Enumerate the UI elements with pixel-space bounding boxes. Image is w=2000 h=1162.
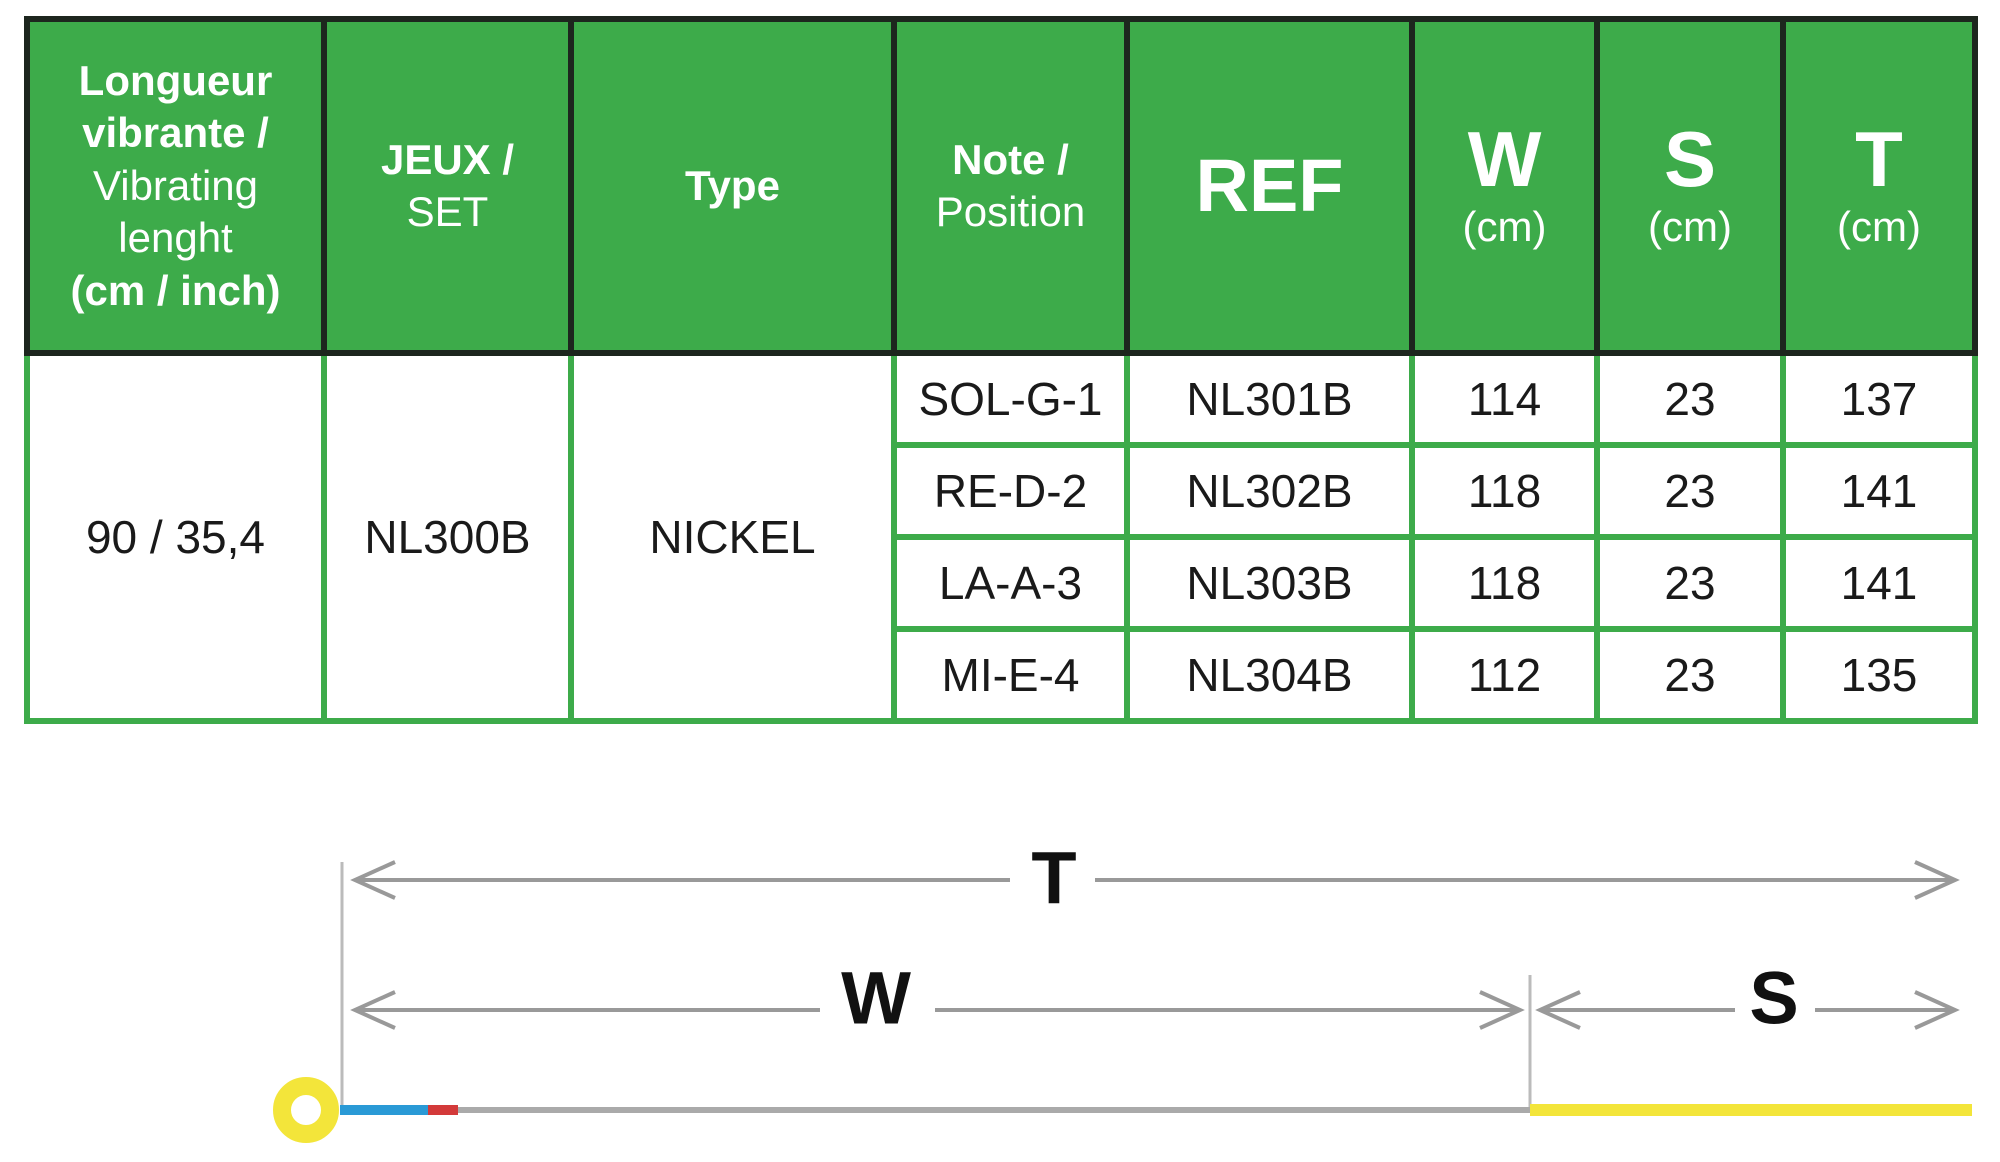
header-text: (cm)	[1462, 202, 1547, 250]
s-cell: 23	[1594, 442, 1786, 540]
header-cell: T (cm)	[1780, 16, 1978, 356]
header-text: Note /	[952, 135, 1069, 183]
guides	[340, 862, 1532, 1110]
ref-cell: NL301B	[1124, 350, 1415, 448]
table-row: RE-D-2 NL302B 118 23 141	[27, 442, 1978, 540]
header-row: Longueur vibrante / Vibrating lenght (cm /…	[24, 16, 1978, 356]
table-body: 90 / 35,4 NL300B NICKEL SOL-G-1 NL301B 1…	[24, 350, 1978, 724]
header-cell: REF	[1124, 16, 1415, 356]
arrow-head	[1479, 990, 1525, 1030]
ref-cell: NL302B	[1124, 442, 1415, 540]
note-cell: MI-E-4	[891, 626, 1130, 724]
t-cell: 141	[1780, 534, 1978, 632]
table-header: Longueur vibrante / Vibrating lenght (cm /…	[24, 16, 1978, 356]
header-cell: W (cm)	[1409, 16, 1600, 356]
ball-end	[273, 1077, 339, 1143]
arrow-head	[1914, 990, 1960, 1030]
ref-cell: NL304B	[1124, 626, 1415, 724]
header-text: REF	[1195, 143, 1344, 227]
t-cell: 141	[1780, 442, 1978, 540]
header-text: Position	[935, 188, 1086, 235]
type-cell: NICKEL	[568, 350, 897, 724]
note-cell: SOL-G-1	[891, 350, 1130, 448]
table-row: MI-E-4 NL304B 112 23 135	[27, 626, 1978, 724]
w-cell: 112	[1409, 626, 1600, 724]
header-text: Longueur vibrante /	[78, 56, 273, 157]
arrows	[350, 860, 1960, 1030]
table-row: 90 / 35,4 NL300B NICKEL SOL-G-1 NL301B 1…	[24, 350, 1978, 724]
header-text: JEUX /	[380, 135, 515, 183]
t-cell: 135	[1780, 626, 1978, 724]
s-label: S	[1749, 957, 1798, 1040]
header-text: (cm / inch)	[70, 266, 281, 314]
header-cell: JEUX / SET	[321, 16, 574, 356]
header-cell: Type	[568, 16, 897, 356]
header-text: T	[1855, 114, 1903, 203]
header-cell: Note / Position	[891, 16, 1130, 356]
note-cell: LA-A-3	[891, 534, 1130, 632]
s-cell: 23	[1594, 350, 1786, 448]
header-text: (cm)	[1648, 202, 1732, 250]
header-text: S	[1663, 114, 1717, 203]
w-label: W	[841, 957, 911, 1040]
note-cell: RE-D-2	[891, 442, 1130, 540]
header-text: Vibrating lenght	[92, 161, 258, 262]
header-text: (cm)	[1837, 202, 1921, 250]
header-cell: Longueur vibrante / Vibrating lenght (cm /…	[24, 16, 327, 356]
w-cell: 114	[1409, 350, 1600, 448]
arrow-head	[1914, 860, 1960, 900]
set-cell: NL300B	[321, 350, 574, 724]
w-cell: 118	[1409, 534, 1600, 632]
table-row: LA-A-3 NL303B 118 23 141	[27, 534, 1978, 632]
t-label: T	[1031, 837, 1076, 920]
header-text: W	[1467, 114, 1542, 203]
w-cell: 118	[1409, 442, 1600, 540]
t-cell: 137	[1780, 350, 1978, 448]
arrow-head	[1535, 990, 1581, 1030]
ref-cell: NL303B	[1124, 534, 1415, 632]
s-cell: 23	[1594, 534, 1786, 632]
header-cell: S (cm)	[1594, 16, 1786, 356]
length-cell: 90 / 35,4	[24, 350, 327, 724]
header-text: SET	[406, 188, 489, 235]
s-cell: 23	[1594, 626, 1786, 724]
arrow-head	[350, 990, 396, 1030]
header-text: Type	[685, 161, 780, 209]
arrow-head	[350, 860, 396, 900]
spec-table: Longueur vibrante / Vibrating lenght (cm /…	[24, 16, 1978, 724]
